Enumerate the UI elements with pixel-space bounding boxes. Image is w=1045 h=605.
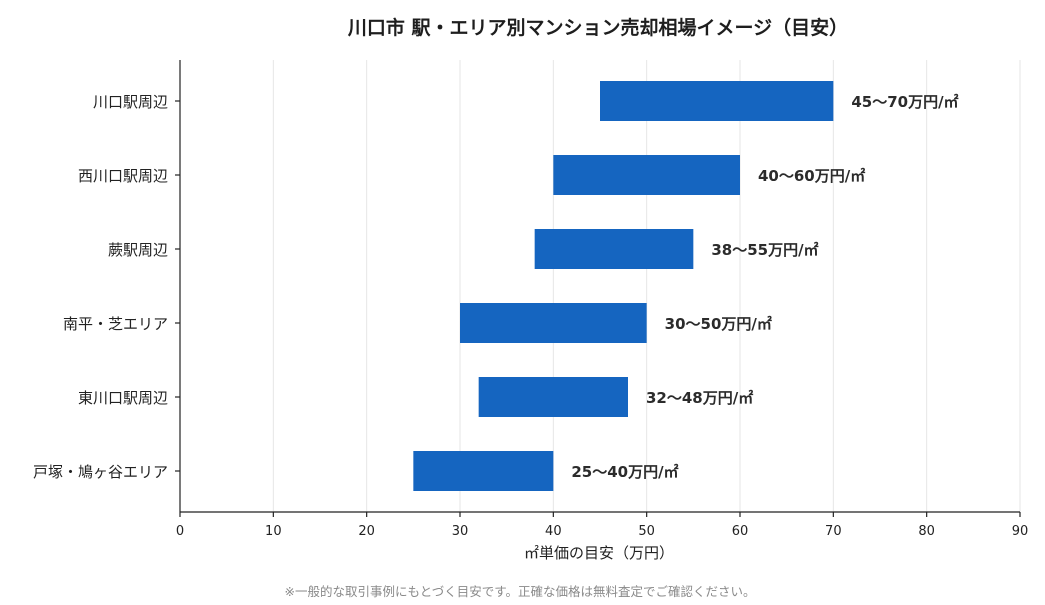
x-tick-label-7: 70 — [825, 524, 842, 539]
category-label-3: 南平・芝エリア — [63, 315, 168, 333]
data-label-5: 25〜40万円/㎡ — [571, 463, 678, 481]
bar-4 — [478, 377, 628, 417]
grid-lines — [272, 60, 1021, 512]
data-label-2: 38〜55万円/㎡ — [711, 241, 818, 259]
x-tick-label-8: 80 — [918, 524, 935, 539]
category-label-1: 西川口駅周辺 — [78, 167, 168, 185]
x-tick-label-6: 60 — [732, 524, 749, 539]
category-label-0: 川口駅周辺 — [93, 93, 168, 111]
category-label-5: 戸塚・鳩ヶ谷エリア — [33, 463, 168, 481]
x-tick-label-4: 40 — [545, 524, 562, 539]
chart-title: 川口市 駅・エリア別マンション売却相場イメージ（目安） — [347, 16, 848, 39]
bar-1 — [553, 155, 740, 195]
x-tick-label-9: 90 — [1012, 524, 1029, 539]
category-label-2: 蕨駅周辺 — [108, 241, 168, 259]
category-label-4: 東川口駅周辺 — [78, 389, 168, 407]
x-tick-label-0: 0 — [176, 524, 184, 539]
bar-5 — [413, 451, 554, 491]
data-label-0: 45〜70万円/㎡ — [851, 93, 958, 111]
x-tick-label-1: 10 — [265, 524, 282, 539]
bar-0 — [600, 81, 834, 121]
x-tick-label-3: 30 — [452, 524, 469, 539]
x-tick-label-2: 20 — [358, 524, 375, 539]
bars — [413, 81, 834, 491]
data-label-3: 30〜50万円/㎡ — [665, 315, 772, 333]
data-label-4: 32〜48万円/㎡ — [646, 389, 753, 407]
x-axis-label: ㎡単価の目安（万円） — [524, 544, 674, 562]
x-tick-label-5: 50 — [638, 524, 655, 539]
footnote: ※一般的な取引事例にもとづく目安です。正確な価格は無料査定でご確認ください。 — [285, 584, 756, 599]
axes: 0 10 20 30 40 50 60 70 80 90 — [175, 60, 1028, 539]
data-labels: 45〜70万円/㎡ 40〜60万円/㎡ 38〜55万円/㎡ 30〜50万円/㎡ 32〜4… — [571, 93, 958, 481]
bar-3 — [460, 303, 647, 343]
data-label-1: 40〜60万円/㎡ — [758, 167, 865, 185]
bar-2 — [534, 229, 694, 269]
